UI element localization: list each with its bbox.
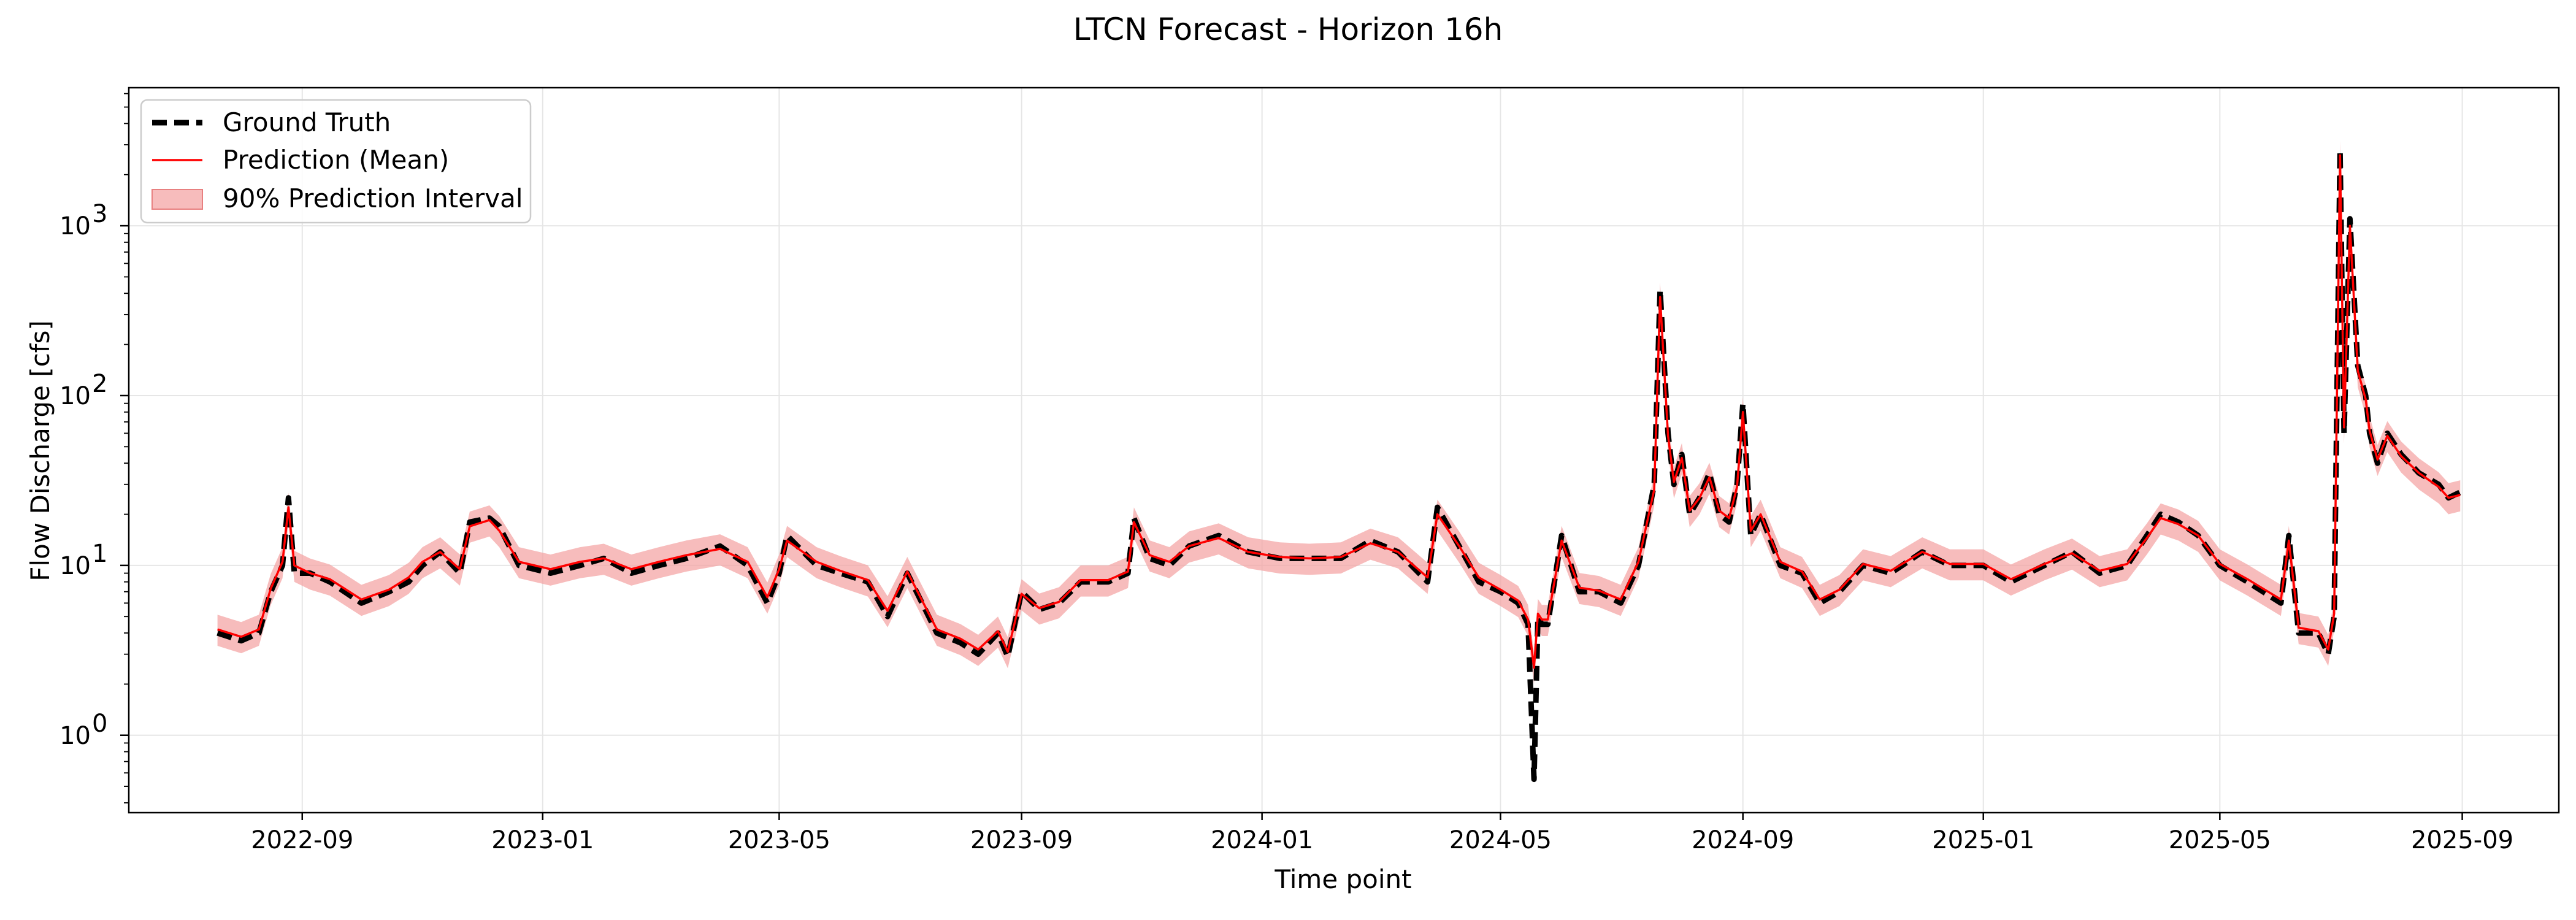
y-tick-label: 10: [59, 722, 91, 750]
x-tick-label: 2025-05: [2169, 826, 2271, 854]
y-tick-label: 10: [59, 552, 91, 580]
x-tick-label: 2024-01: [1211, 826, 1313, 854]
y-tick-exponent: 0: [92, 710, 107, 738]
x-axis-ticks: 2022-09 2023-01 2023-05 2023-09 2024-01 2024-…: [251, 813, 2513, 854]
prediction-mean-line: [217, 154, 2461, 669]
x-tick-label: 2025-01: [1932, 826, 2034, 854]
plot-area: [217, 140, 2462, 783]
chart-title: LTCN Forecast - Horizon 16h: [1073, 12, 1503, 47]
y-tick-exponent: 3: [92, 200, 107, 228]
legend-ground-truth-label: Ground Truth: [223, 107, 391, 137]
legend-interval-swatch: [151, 189, 203, 210]
x-tick-label: 2024-05: [1449, 826, 1552, 854]
x-tick-label: 2023-01: [491, 826, 594, 854]
x-axis-label: Time point: [1274, 864, 1411, 894]
x-tick-label: 2024-09: [1692, 826, 1794, 854]
plot-frame: [128, 86, 2560, 814]
x-tick-label: 2022-09: [251, 826, 353, 854]
legend-prediction-label: Prediction (Mean): [223, 145, 449, 175]
grid: [129, 88, 2559, 813]
legend: Ground Truth Prediction (Mean) 90% Predi…: [140, 99, 532, 224]
y-axis-label: Flow Discharge [cfs]: [25, 320, 55, 581]
x-tick-label: 2023-05: [728, 826, 830, 854]
y-tick-exponent: 1: [92, 540, 107, 568]
y-tick-exponent: 2: [92, 370, 107, 398]
x-tick-label: 2025-09: [2411, 826, 2513, 854]
legend-box: [140, 99, 532, 224]
legend-interval-label: 90% Prediction Interval: [223, 183, 523, 213]
prediction-layer: [217, 154, 2461, 669]
y-tick-label: 10: [59, 212, 91, 240]
x-tick-label: 2023-09: [970, 826, 1073, 854]
y-tick-label: 10: [59, 382, 91, 410]
